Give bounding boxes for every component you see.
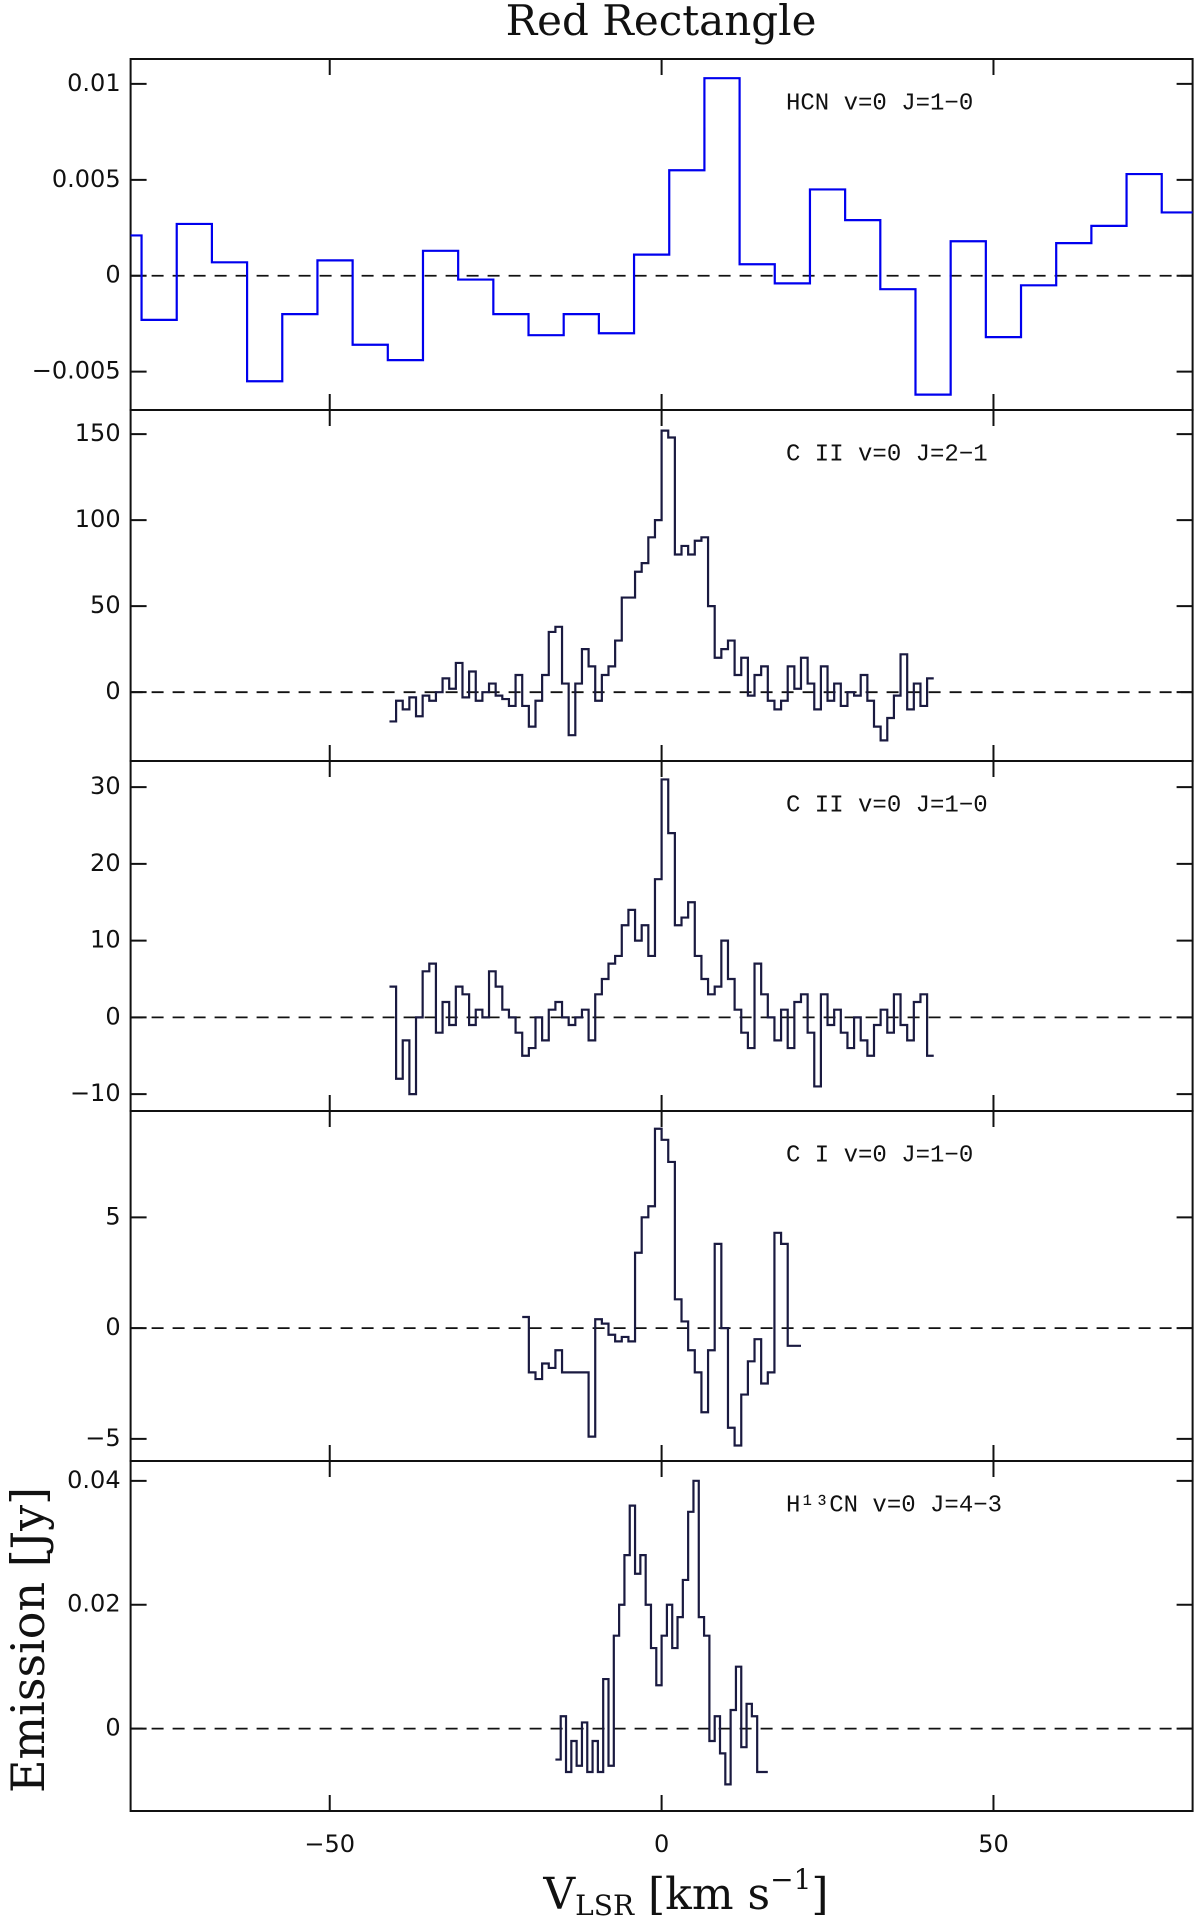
spectrum <box>555 1479 768 1786</box>
y-tick-label: 0 <box>105 1002 120 1030</box>
panel-annotation: C I v=0 J=1−0 <box>786 1142 973 1169</box>
y-tick-label: 20 <box>90 849 121 877</box>
panel-annotation: C II v=0 J=1−0 <box>786 792 988 819</box>
y-tick-label: 0.005 <box>52 165 121 193</box>
x-tick-label: 50 <box>978 1830 1009 1858</box>
y-tick-label: 0 <box>105 261 120 289</box>
spectrum <box>130 77 1193 396</box>
x-label-part: [km s <box>634 1869 770 1920</box>
y-tick-label: 10 <box>90 926 121 954</box>
x-label-part: ] <box>811 1869 828 1920</box>
spectrum <box>389 429 934 742</box>
y-tick-label: −5 <box>85 1424 120 1452</box>
panel-annotation: H¹³CN v=0 J=4−3 <box>786 1492 1002 1519</box>
x-label-sub: LSR <box>575 1889 635 1922</box>
x-label-part: V <box>542 1869 576 1920</box>
y-tick-label: 50 <box>90 591 121 619</box>
panel-annotation: C II v=0 J=2−1 <box>786 441 988 468</box>
y-tick-label: 0 <box>105 1714 120 1742</box>
x-tick-label: 0 <box>654 1830 669 1858</box>
y-tick-label: 0 <box>105 1313 120 1341</box>
panel-annotation: HCN v=0 J=1−0 <box>786 90 973 117</box>
x-label-sup: −1 <box>770 1863 811 1896</box>
y-axis-label: Emission [Jy] <box>1 1487 55 1793</box>
y-tick-label: 0.01 <box>67 69 120 97</box>
y-tick-label: 30 <box>90 772 121 800</box>
x-tick-label: −50 <box>304 1830 355 1858</box>
y-tick-label: 0.02 <box>67 1590 120 1618</box>
y-tick-label: 100 <box>75 505 121 533</box>
y-tick-label: 150 <box>75 419 121 447</box>
y-tick-label: −10 <box>70 1079 121 1107</box>
panel-frame <box>129 1110 1194 1462</box>
panel-frame <box>129 58 1194 411</box>
title: Red Rectangle <box>506 0 817 45</box>
y-tick-label: 0.04 <box>67 1466 120 1494</box>
spectrum <box>389 778 934 1096</box>
y-tick-label: 0 <box>105 677 120 705</box>
spectrum <box>522 1127 801 1447</box>
y-tick-label: 5 <box>105 1202 120 1230</box>
y-tick-label: −0.005 <box>32 357 121 385</box>
x-axis-label: VLSR [km s−1] <box>542 1863 828 1922</box>
